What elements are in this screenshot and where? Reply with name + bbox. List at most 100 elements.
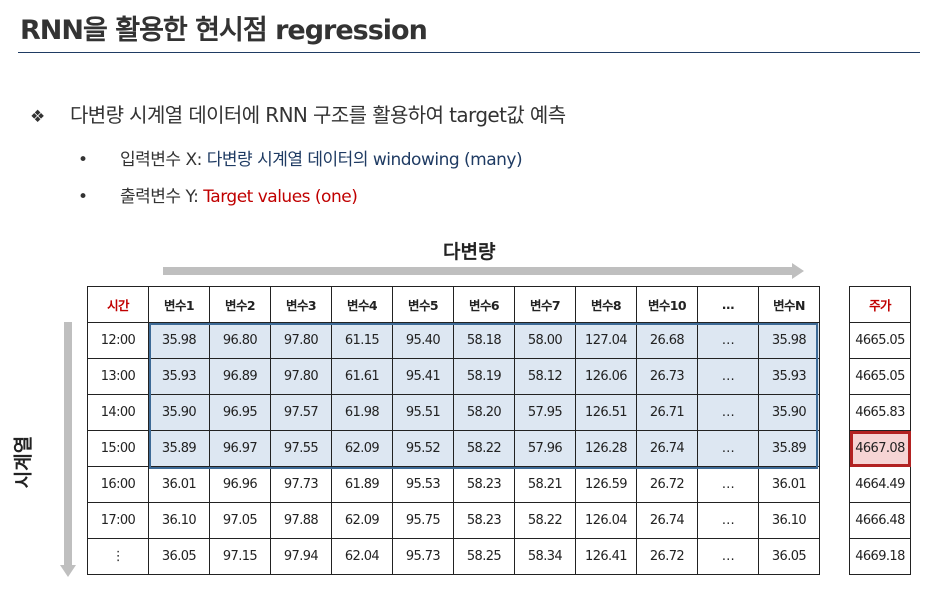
time-series-label: 시계열 xyxy=(12,435,35,489)
column-header: 변수3 xyxy=(270,286,332,323)
diamond-bullet-icon: ❖ xyxy=(30,107,45,127)
price-cell: 4665.83 xyxy=(849,394,911,431)
value-cell: 36.05 xyxy=(758,538,820,575)
target-row: 4665.83 xyxy=(849,394,911,431)
variables-table: 시간 변수1 변수2 변수3 변수4 변수5 변수6 변수7 변수8 변수10… 변수N 12:00 3… xyxy=(87,286,820,575)
value-cell: 58.22 xyxy=(514,502,576,539)
time-cell: 14:00 xyxy=(87,394,149,431)
value-cell: 58.21 xyxy=(514,466,576,503)
value-cell: 58.18 xyxy=(453,322,515,359)
value-cell: 35.89 xyxy=(758,430,820,467)
table-row: 13:00 35.93 96.89 97.80 61.61 95.41 58.19 58.12… xyxy=(87,358,820,395)
value-cell: 36.10 xyxy=(148,502,210,539)
value-cell: 97.05 xyxy=(209,502,271,539)
value-cell: 61.98 xyxy=(331,394,393,431)
value-cell: … xyxy=(697,358,759,395)
target-row: 4667.08 xyxy=(849,430,911,467)
column-header: 변수8 xyxy=(575,286,637,323)
value-cell: … xyxy=(697,502,759,539)
input-label: 입력변수 X: xyxy=(120,150,207,170)
value-cell: 36.05 xyxy=(148,538,210,575)
value-cell: 36.01 xyxy=(148,466,210,503)
column-header: 변수6 xyxy=(453,286,515,323)
value-cell: 35.93 xyxy=(148,358,210,395)
column-header: 변수1 xyxy=(148,286,210,323)
price-cell: 4665.05 xyxy=(849,358,911,395)
value-cell: 35.98 xyxy=(148,322,210,359)
value-cell: 36.10 xyxy=(758,502,820,539)
column-header: 변수7 xyxy=(514,286,576,323)
value-cell: 35.90 xyxy=(148,394,210,431)
value-cell: 96.96 xyxy=(209,466,271,503)
value-cell: 35.89 xyxy=(148,430,210,467)
bullet-dot-icon: • xyxy=(78,187,88,207)
value-cell: 58.20 xyxy=(453,394,515,431)
sub-bullet-input: • 입력변수 X: 다변량 시계열 데이터의 windowing (many) xyxy=(78,145,523,170)
value-cell: … xyxy=(697,322,759,359)
value-cell: … xyxy=(697,538,759,575)
value-cell: 97.57 xyxy=(270,394,332,431)
value-cell: 95.52 xyxy=(392,430,454,467)
time-cell: 17:00 xyxy=(87,502,149,539)
time-header: 시간 xyxy=(87,286,149,323)
value-cell: 57.95 xyxy=(514,394,576,431)
value-cell: 57.96 xyxy=(514,430,576,467)
input-description: 다변량 시계열 데이터의 windowing (many) xyxy=(206,150,523,170)
target-row: 4669.18 xyxy=(849,538,911,575)
horizontal-arrow-shaft xyxy=(163,267,793,275)
target-value-cell: 4667.08 xyxy=(849,430,911,467)
value-cell: 26.74 xyxy=(636,430,698,467)
time-cell: ⋮ xyxy=(87,538,149,575)
value-cell: 62.09 xyxy=(331,430,393,467)
table-row: 15:00 35.89 96.97 97.55 62.09 95.52 58.22 57.96… xyxy=(87,430,820,467)
output-description: Target values (one) xyxy=(203,187,358,207)
value-cell: 95.75 xyxy=(392,502,454,539)
table-row: 14:00 35.90 96.95 97.57 61.98 95.51 58.20 57.95… xyxy=(87,394,820,431)
value-cell: 95.53 xyxy=(392,466,454,503)
value-cell: 58.25 xyxy=(453,538,515,575)
price-cell: 4665.05 xyxy=(849,322,911,359)
value-cell: 35.98 xyxy=(758,322,820,359)
value-cell: 126.28 xyxy=(575,430,637,467)
value-cell: 26.71 xyxy=(636,394,698,431)
target-header-row: 주가 xyxy=(849,286,911,323)
value-cell: 126.41 xyxy=(575,538,637,575)
target-row: 4665.05 xyxy=(849,358,911,395)
value-cell: 26.72 xyxy=(636,466,698,503)
value-cell: 126.06 xyxy=(575,358,637,395)
value-cell: 97.80 xyxy=(270,322,332,359)
value-cell: … xyxy=(697,430,759,467)
value-cell: 97.94 xyxy=(270,538,332,575)
output-label: 출력변수 Y: xyxy=(120,187,204,207)
value-cell: 61.89 xyxy=(331,466,393,503)
value-cell: 26.73 xyxy=(636,358,698,395)
value-cell: 126.59 xyxy=(575,466,637,503)
value-cell: 95.73 xyxy=(392,538,454,575)
multivariate-label: 다변량 xyxy=(443,241,496,263)
target-table: 주가 4665.05 4665.05 4665.83 4667.08 4664.49 466… xyxy=(849,286,911,575)
title-divider xyxy=(18,52,920,53)
value-cell: 96.97 xyxy=(209,430,271,467)
value-cell: 61.15 xyxy=(331,322,393,359)
slide-title: RNN을 활용한 현시점 regression xyxy=(20,15,428,46)
table-row: 16:00 36.01 96.96 97.73 61.89 95.53 58.23 58.21… xyxy=(87,466,820,503)
value-cell: 97.55 xyxy=(270,430,332,467)
table-row: 17:00 36.10 97.05 97.88 62.09 95.75 58.23 58.22… xyxy=(87,502,820,539)
value-cell: 62.04 xyxy=(331,538,393,575)
value-cell: 58.12 xyxy=(514,358,576,395)
value-cell: 126.51 xyxy=(575,394,637,431)
time-cell: 12:00 xyxy=(87,322,149,359)
down-arrow-icon xyxy=(60,565,76,577)
price-cell: 4669.18 xyxy=(849,538,911,575)
column-header: 변수N xyxy=(758,286,820,323)
value-cell: 26.72 xyxy=(636,538,698,575)
target-row: 4666.48 xyxy=(849,502,911,539)
value-cell: 97.80 xyxy=(270,358,332,395)
value-cell: 126.04 xyxy=(575,502,637,539)
value-cell: 96.95 xyxy=(209,394,271,431)
time-cell: 15:00 xyxy=(87,430,149,467)
time-cell: 13:00 xyxy=(87,358,149,395)
value-cell: … xyxy=(697,466,759,503)
column-header: 변수2 xyxy=(209,286,271,323)
target-row: 4664.49 xyxy=(849,466,911,503)
